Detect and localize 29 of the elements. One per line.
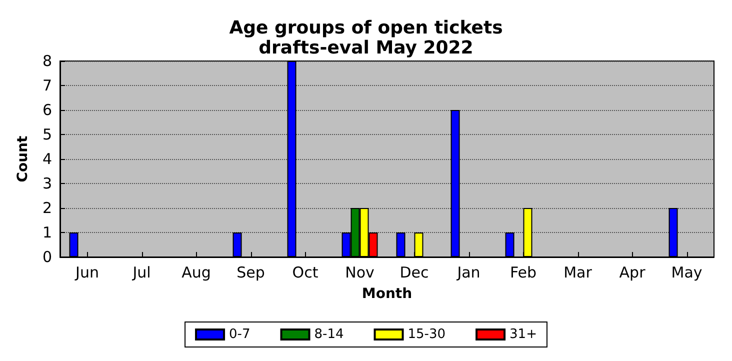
x-tick-label: Nov bbox=[345, 264, 375, 282]
x-tick-label: Apr bbox=[619, 264, 646, 282]
y-tick-label: 5 bbox=[42, 126, 52, 144]
x-tick-label: May bbox=[671, 264, 702, 282]
chart-title: Age groups of open tickets bbox=[229, 18, 503, 38]
y-tick-label: 0 bbox=[42, 248, 52, 266]
x-tick-label: Mar bbox=[564, 264, 593, 282]
x-tick-label: Aug bbox=[182, 264, 211, 282]
x-axis-title: Month bbox=[362, 286, 412, 302]
x-tick-label: Jul bbox=[132, 264, 151, 282]
x-tick-label: Oct bbox=[292, 264, 318, 282]
x-tick-label: Dec bbox=[400, 264, 429, 282]
y-tick-label: 7 bbox=[42, 76, 52, 94]
y-tick-label: 4 bbox=[42, 150, 52, 168]
y-tick-label: 3 bbox=[42, 174, 52, 192]
x-tick-label: Jun bbox=[74, 264, 99, 282]
x-tick-label: Sep bbox=[236, 264, 265, 282]
chart-subtitle: drafts-eval May 2022 bbox=[258, 38, 474, 58]
legend-label: 0-7 bbox=[229, 327, 250, 342]
y-tick-label: 1 bbox=[42, 224, 52, 242]
y-tick-label: 2 bbox=[42, 199, 52, 217]
y-tick-label: 8 bbox=[42, 52, 52, 70]
legend-label: 31+ bbox=[510, 327, 537, 342]
legend-label: 15-30 bbox=[408, 327, 446, 342]
x-tick-label: Feb bbox=[510, 264, 537, 282]
y-axis-title: Count bbox=[15, 135, 31, 182]
legend-label: 8-14 bbox=[314, 327, 344, 342]
x-tick-label: Jan bbox=[456, 264, 480, 282]
y-tick-label: 6 bbox=[42, 101, 52, 119]
